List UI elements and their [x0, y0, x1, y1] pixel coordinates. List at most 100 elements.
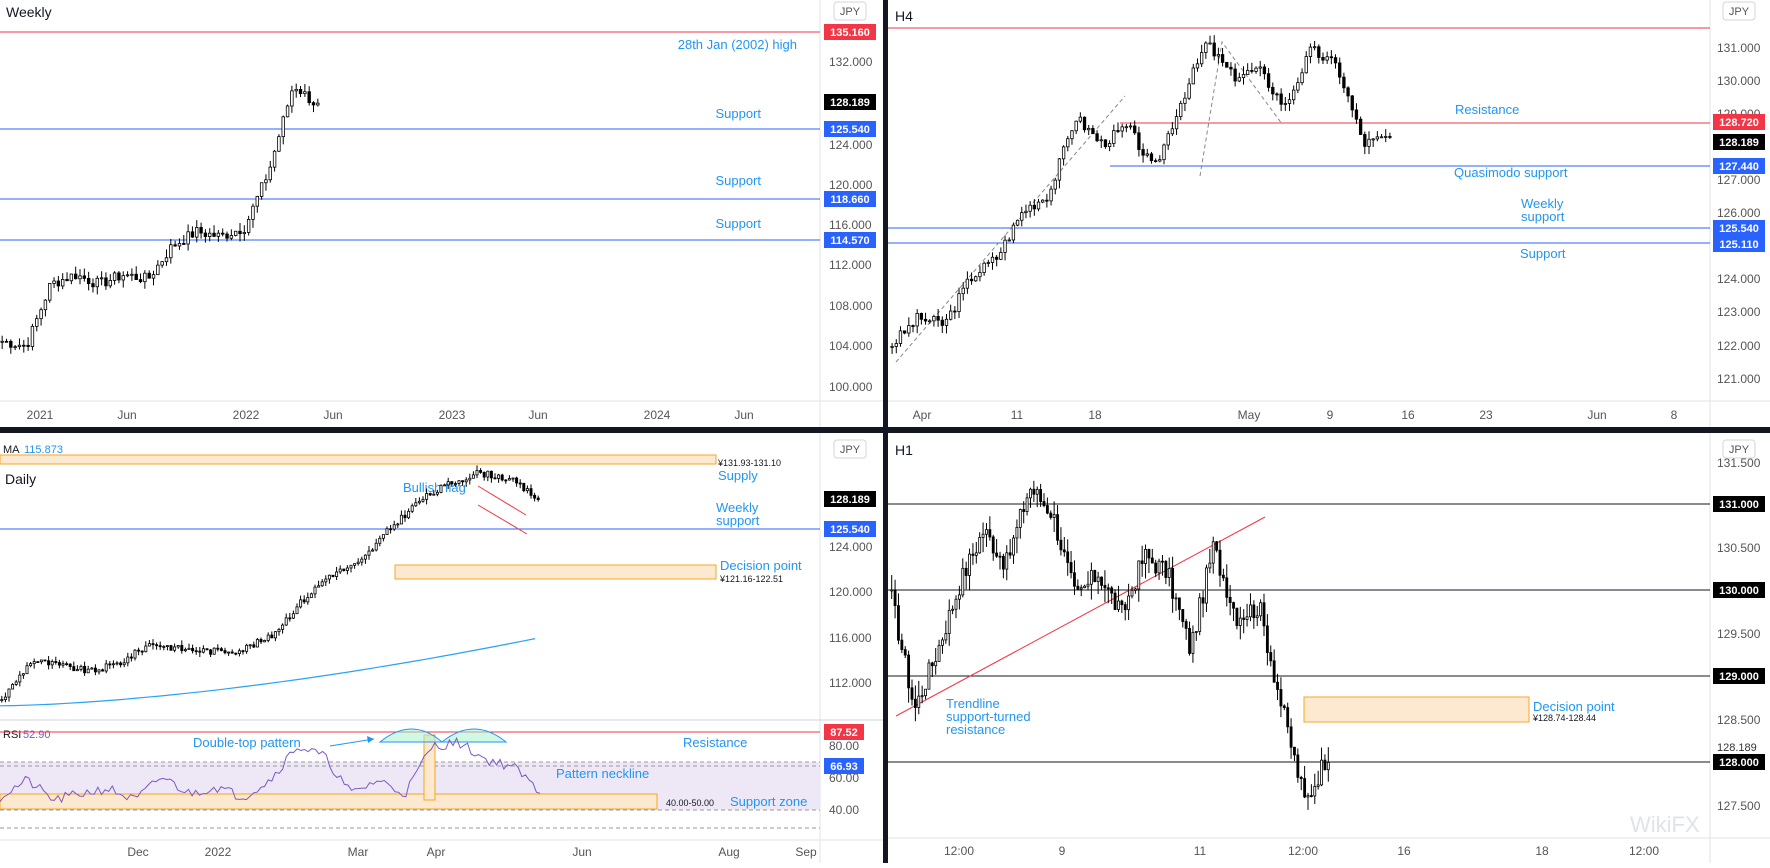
supply-zone[interactable]: [0, 454, 717, 465]
candle: [1150, 557, 1154, 564]
candle: [151, 274, 156, 279]
candle: [1299, 776, 1303, 779]
candle: [21, 673, 25, 676]
x-tick: 18: [1088, 408, 1102, 422]
candle: [1091, 127, 1095, 135]
candle: [138, 279, 143, 283]
currency-button[interactable]: [1722, 439, 1756, 459]
current-price-label: 128.189: [1717, 742, 1757, 754]
candle: [890, 589, 894, 592]
candle: [75, 669, 79, 672]
level-label: Support: [715, 106, 761, 121]
candle: [229, 235, 234, 239]
moving-average-line[interactable]: [0, 638, 536, 707]
decision-zone[interactable]: [1303, 696, 1530, 723]
candle: [985, 529, 988, 535]
candle: [91, 283, 95, 288]
flag-line[interactable]: [477, 504, 528, 535]
candle: [894, 343, 898, 347]
candle: [1042, 501, 1046, 506]
candle: [898, 330, 903, 344]
candle: [237, 650, 241, 654]
level-label: Weekly support: [716, 501, 759, 527]
x-tick: 11: [1194, 844, 1207, 858]
ma-legend-label[interactable]: MA: [3, 444, 20, 456]
candle: [450, 481, 454, 485]
candle: [1184, 621, 1188, 629]
flag-line[interactable]: [477, 485, 527, 516]
candle: [1195, 63, 1200, 69]
candle: [937, 644, 941, 662]
time-axis: Apr 11 18 May 9 16 23 Jun 8: [913, 408, 1678, 422]
y-tick: 124.000: [1717, 272, 1761, 286]
x-tick: 2023: [439, 408, 466, 422]
candle: [22, 344, 26, 347]
price-tag-text: 128.000: [1719, 757, 1759, 769]
candle: [1363, 134, 1367, 147]
candle: [1087, 127, 1091, 131]
arrow-head: [367, 736, 374, 743]
x-tick: 2022: [205, 845, 232, 859]
candle: [353, 563, 357, 566]
candle: [1164, 561, 1168, 578]
candle: [1025, 497, 1029, 512]
vertical-divider[interactable]: [883, 0, 888, 863]
candle: [1008, 552, 1012, 556]
candle: [1252, 604, 1256, 619]
decision-zone[interactable]: [394, 564, 717, 580]
candle: [143, 272, 147, 283]
panel-title: H4: [895, 8, 913, 24]
candle: [245, 644, 249, 652]
level-label: 28th Jan (2002) high: [678, 37, 797, 52]
currency-button[interactable]: [1722, 1, 1756, 21]
trendline-label-text: Trendline support-turned resistance: [946, 697, 1031, 737]
candle: [1137, 132, 1141, 150]
y-tick: 121.000: [1717, 372, 1761, 386]
y-tick: 127.500: [1717, 799, 1761, 813]
candle: [126, 656, 130, 664]
trendline[interactable]: [895, 516, 1266, 717]
candle: [381, 534, 385, 539]
candle: [1032, 204, 1036, 210]
currency-button[interactable]: [833, 439, 867, 459]
panel-title: Weekly: [6, 4, 52, 20]
weekly-panel[interactable]: Weekly JPY 132.000 124.000 120.000 116.0…: [0, 0, 883, 427]
candle: [65, 663, 69, 666]
level-label: Weekly support: [1521, 197, 1564, 223]
price-tag-resistance: [1713, 114, 1765, 130]
candle: [1306, 795, 1310, 798]
candle: [1309, 795, 1313, 797]
candle: [439, 484, 443, 493]
daily-panel[interactable]: MA 115.873 Daily JPY 124.000 120.000 116…: [0, 433, 883, 863]
candle: [1320, 759, 1323, 786]
candle: [290, 90, 294, 107]
candle: [164, 257, 169, 263]
candle: [981, 533, 985, 538]
candle: [1007, 239, 1011, 242]
rsi-line[interactable]: [0, 737, 541, 804]
candle: [1035, 489, 1039, 495]
candle: [900, 639, 904, 651]
rsi-legend-label[interactable]: RSI: [3, 729, 21, 741]
candle: [957, 594, 961, 600]
candle: [83, 665, 87, 674]
price-tag-current: [824, 491, 876, 507]
h1-panel[interactable]: H1 JPY 131.500 130.500 129.500 128.500 1…: [888, 433, 1770, 863]
candle: [453, 483, 457, 485]
candle: [133, 649, 137, 659]
rsi-support-zone[interactable]: [0, 793, 658, 810]
candle: [187, 647, 191, 650]
currency-button[interactable]: [833, 1, 867, 21]
candle: [158, 645, 162, 648]
price-tag-text: 118.660: [830, 194, 869, 206]
candle: [1321, 57, 1325, 61]
h1-candles: [890, 480, 1330, 810]
zone-label: Decision point: [1533, 699, 1615, 714]
candle: [173, 646, 177, 651]
candle: [186, 231, 190, 245]
candle: [1258, 66, 1262, 69]
candle: [1056, 514, 1059, 541]
h4-panel[interactable]: H4 JPY 131.000 130.000 129.000 127.000 1…: [888, 0, 1770, 427]
candle: [3, 696, 7, 700]
